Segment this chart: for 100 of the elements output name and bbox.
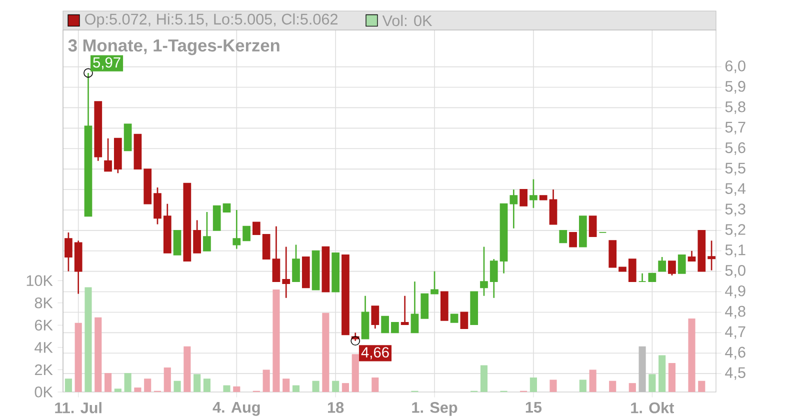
bar: [94, 317, 102, 392]
candlestick: [410, 280, 419, 334]
bar: [194, 374, 201, 392]
bar: [124, 373, 132, 392]
bar: [262, 370, 270, 392]
bar: [342, 383, 350, 392]
bar: [372, 378, 379, 392]
y-tick-label: 5,0: [725, 264, 746, 278]
bar: [64, 378, 72, 392]
candlestick: [668, 260, 676, 276]
y-tick-label: 4,9: [725, 285, 746, 298]
candlestick: [490, 258, 498, 299]
candlestick: [252, 222, 260, 235]
y-tick-label: 5,1: [725, 244, 746, 258]
y-tick-label: 4,7: [725, 326, 746, 339]
bar: [698, 380, 706, 392]
candlestick: [460, 312, 468, 330]
y-tick-label: 5,7: [725, 122, 746, 134]
candlestick: [559, 230, 568, 244]
bar: [114, 388, 122, 392]
bar: [164, 367, 171, 392]
y-tick-label: 4,5: [725, 367, 746, 380]
bar: [144, 378, 152, 392]
bar: [104, 373, 112, 392]
bar: [332, 380, 340, 392]
bar: [352, 354, 359, 392]
bar: [589, 370, 596, 392]
legend-label: Vol: 0K: [382, 14, 432, 26]
y-tick-label: 5,5: [725, 162, 746, 176]
y2-tick-label: 0K: [34, 386, 53, 398]
x-tick-label: 4. Aug: [212, 402, 260, 416]
bar: [223, 385, 230, 392]
candlestick: [282, 246, 290, 299]
candlestick: [292, 244, 300, 282]
y2-tick-label: 6K: [34, 320, 53, 331]
bar: [184, 346, 191, 392]
x-tick-label: 18: [328, 402, 344, 413]
y2-tick-label: 2K: [34, 364, 53, 376]
y-tick-label: 4,8: [725, 306, 746, 319]
candlestick: [480, 246, 488, 297]
candlestick: [232, 209, 241, 250]
candlestick: [193, 220, 201, 254]
candlestick: [64, 232, 72, 272]
annotation: 4,66: [361, 347, 389, 360]
candlestick: [688, 250, 696, 262]
annotation: 5,97: [93, 57, 120, 70]
candlestick: [203, 211, 211, 252]
bar: [579, 380, 586, 392]
candlestick: [371, 305, 380, 330]
candlestick: [638, 272, 646, 282]
candlestick: [272, 226, 280, 282]
bar: [322, 312, 330, 392]
x-tick-label: 1. Sep: [412, 402, 458, 416]
bar: [668, 363, 676, 392]
bar: [628, 383, 636, 392]
bar: [282, 378, 290, 392]
bar: [272, 290, 280, 392]
bar: [648, 374, 656, 392]
y-tick-label: 6,0: [725, 60, 746, 74]
candlestick: [510, 188, 518, 230]
candlestick: [391, 322, 399, 334]
bar: [84, 287, 92, 392]
y-tick-label: 5,2: [725, 224, 746, 237]
y-tick-label: 4,6: [725, 346, 746, 360]
bar: [134, 388, 142, 392]
candlestick: [242, 226, 250, 242]
bar: [609, 380, 616, 392]
bar: [550, 380, 557, 392]
x-tick-label: 11. Jul: [55, 402, 102, 414]
candlestick: [569, 232, 577, 248]
y-tick-label: 5,6: [725, 142, 746, 155]
bar: [174, 380, 181, 392]
y-tick-label: 5,3: [725, 204, 746, 216]
y2-tick-label: 8K: [34, 297, 53, 308]
bar: [530, 378, 537, 392]
candlestick: [588, 216, 597, 238]
candlestick: [520, 189, 528, 206]
y2-tick-label: 10K: [26, 275, 53, 286]
y-tick-label: 5,4: [725, 183, 746, 196]
y-tick-label: 5,8: [725, 101, 746, 114]
chart-title: 3 Monate, 1-Tages-Kerzen: [68, 39, 280, 56]
y-tick-label: 5,9: [725, 80, 746, 94]
candlestick: [430, 270, 438, 294]
bar: [74, 322, 82, 392]
bar: [292, 385, 300, 392]
bar: [658, 355, 666, 392]
candlestick: [400, 295, 409, 326]
bar: [203, 378, 210, 392]
x-tick-label: 15: [526, 402, 542, 413]
candlestick: [658, 256, 666, 272]
legend-label: Op:5.072, Hi:5.15, Lo:5.005, Cl:5.062: [85, 13, 338, 28]
bar: [233, 386, 240, 392]
candlestick: [530, 178, 538, 209]
y2-tick-label: 4K: [34, 342, 53, 353]
candlestick: [708, 240, 716, 271]
candlestick: [678, 254, 686, 274]
bar: [688, 318, 696, 392]
candlestick: [104, 138, 112, 172]
candlestick: [628, 258, 636, 282]
x-tick-label: 1. Okt: [631, 402, 674, 414]
